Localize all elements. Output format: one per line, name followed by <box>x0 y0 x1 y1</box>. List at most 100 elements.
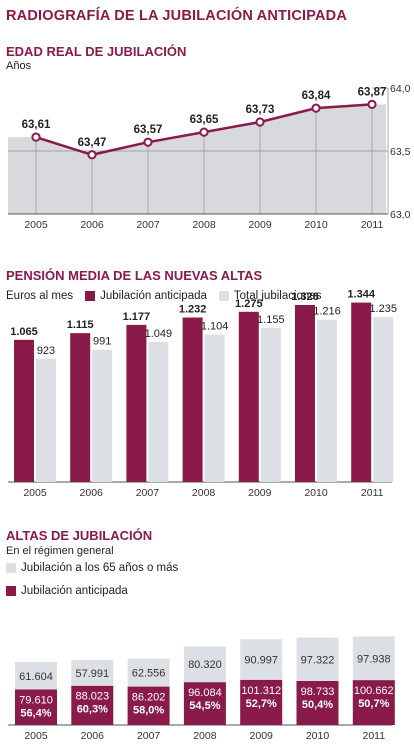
data-label-anticipada: 1.115 <box>67 319 94 331</box>
data-label-percent: 50,4% <box>302 699 333 711</box>
data-label-anticipada: 1.344 <box>347 289 375 301</box>
data-label: 63,87 <box>358 86 387 98</box>
data-label-65: 90.997 <box>244 655 278 667</box>
bar-65-o-mas <box>240 639 283 680</box>
bar-total <box>204 334 225 482</box>
data-label-total: 991 <box>93 336 111 348</box>
bar-total <box>92 349 113 482</box>
data-label-total: 1.235 <box>369 303 397 315</box>
bar-anticipada <box>14 339 34 482</box>
data-label: 63,65 <box>190 114 219 126</box>
bar-65-o-mas <box>15 662 57 690</box>
data-label-anticipada: 1.232 <box>179 304 207 316</box>
chart3-legend-item-anticipada: Jubilación anticipada <box>6 585 128 597</box>
x-tick-label: 2008 <box>192 487 216 499</box>
x-tick-label: 2009 <box>248 219 272 231</box>
x-tick-label: 2006 <box>80 487 104 499</box>
data-label-anticipada: 96.084 <box>188 687 222 699</box>
data-label-anticipada: 1.177 <box>123 311 151 323</box>
legend-label-65: Jubilación a los 65 años o más <box>21 562 179 574</box>
data-label-anticipada: 79.610 <box>19 694 53 706</box>
data-label-anticipada: 100.662 <box>354 685 394 697</box>
x-tick-label: 2005 <box>24 219 48 231</box>
bar-65-o-mas <box>296 637 339 681</box>
chart3-legend-item-65: Jubilación a los 65 años o más <box>6 562 178 574</box>
x-tick-label: 2006 <box>80 219 104 231</box>
legend-swatch-total <box>218 291 229 301</box>
data-label-anticipada: 98.733 <box>301 686 335 698</box>
chart3-title: ALTAS DE JUBILACIÓN <box>6 528 153 543</box>
bar-anticipada <box>296 680 339 725</box>
data-label: 63,47 <box>78 137 107 149</box>
data-label-total: 1.049 <box>145 328 173 340</box>
data-point <box>143 137 153 147</box>
bar-anticipada <box>183 682 226 725</box>
age-area-chart: 63,0 63,5 64,0 63,61 2005 63,47 2006 63,57 2007 6… <box>8 83 411 231</box>
data-point <box>87 150 97 160</box>
page-title: RADIOGRAFÍA DE LA JUBILACIÓN ANTICIPADA <box>6 8 348 24</box>
data-point <box>367 99 377 109</box>
bar-anticipada <box>295 304 315 482</box>
y-tick-label: 63,0 <box>390 209 411 221</box>
data-point <box>311 103 321 113</box>
x-tick-label: 2011 <box>363 730 386 742</box>
chart2-title: PENSIÓN MEDIA DE LAS NUEVAS ALTAS <box>6 268 263 283</box>
chart2-subtitle: Euros al mes <box>6 290 74 302</box>
x-tick-label: 2008 <box>193 730 217 742</box>
bar-65-o-mas <box>71 659 114 686</box>
bar-total <box>148 341 169 482</box>
y-tick-label: 63,5 <box>390 146 411 158</box>
data-label-anticipada: 1.065 <box>10 326 38 338</box>
legend-label-anticipada: Jubilación anticipada <box>100 290 207 302</box>
legend-swatch-anticipada-2 <box>6 586 16 596</box>
pension-bar-chart: 1.065 923 2005 1.115 991 2006 1.177 1.049 2007 1.… <box>8 289 397 499</box>
chart1-title: EDAD REAL DE JUBILACIÓN <box>6 44 187 59</box>
data-label-anticipada: 101.312 <box>241 685 281 697</box>
x-tick-label: 2010 <box>304 487 328 499</box>
data-label-anticipada: 1.326 <box>291 291 319 303</box>
data-label: 63,73 <box>246 104 275 116</box>
bar-anticipada <box>70 333 91 482</box>
bar-anticipada <box>352 680 395 725</box>
x-tick-label: 2010 <box>306 730 330 742</box>
data-label: 63,57 <box>134 124 163 136</box>
bar-anticipada <box>127 686 170 725</box>
data-label-65: 62.556 <box>132 668 166 680</box>
data-label-percent: 50,7% <box>358 698 389 710</box>
x-tick-label: 2010 <box>304 219 328 231</box>
data-label-percent: 52,7% <box>246 698 277 710</box>
y-tick-label: 64,0 <box>390 83 411 95</box>
data-label-65: 57.991 <box>75 668 109 680</box>
x-tick-label: 2011 <box>361 219 384 231</box>
bar-anticipada <box>15 689 57 725</box>
x-tick-label: 2008 <box>192 219 216 231</box>
data-label-percent: 56,4% <box>20 707 51 719</box>
bar-anticipada <box>71 685 114 725</box>
bar-total <box>317 319 337 482</box>
x-tick-label: 2005 <box>23 487 47 499</box>
data-label-total: 1.104 <box>201 321 229 333</box>
bar-65-o-mas <box>127 658 170 687</box>
chart1-subtitle: Años <box>6 60 32 72</box>
chart3-subtitle: En el régimen general <box>6 545 114 557</box>
area-fill <box>8 104 386 214</box>
bar-anticipada <box>351 302 372 482</box>
data-label-percent: 60,3% <box>77 704 108 716</box>
data-point <box>255 117 265 127</box>
x-tick-label: 2009 <box>250 730 274 742</box>
bar-total <box>373 317 394 482</box>
legend-label-anticipada-2: Jubilación anticipada <box>21 585 128 597</box>
data-label-anticipada: 88.023 <box>75 691 109 703</box>
bar-anticipada <box>240 679 283 725</box>
data-label-total: 1.216 <box>313 306 341 318</box>
bar-anticipada <box>126 324 147 482</box>
bar-total <box>260 327 281 482</box>
legend-label-total: Total jubilaciones <box>233 290 322 302</box>
data-label-65: 61.604 <box>19 671 53 683</box>
x-tick-label: 2011 <box>361 487 384 499</box>
data-label-anticipada: 86.202 <box>132 692 166 704</box>
x-tick-label: 2007 <box>136 487 160 499</box>
bar-65-o-mas <box>183 646 226 683</box>
data-label-65: 97.938 <box>357 653 391 665</box>
